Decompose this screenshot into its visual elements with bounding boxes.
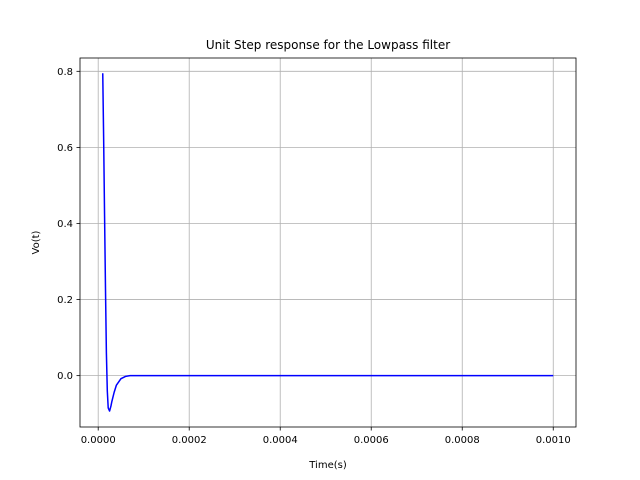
y-tick-label: 0.4 [57,219,73,230]
y-axis-label: Vo(t) [31,230,42,254]
series-line [102,73,554,412]
y-tick-label: 0.0 [57,371,73,382]
chart-title: Unit Step response for the Lowpass filte… [206,38,450,52]
x-tick-label: 0.0008 [445,435,480,446]
series-layer [102,73,554,412]
x-tick-label: 0.0010 [536,435,571,446]
y-tick-label: 0.6 [57,143,73,154]
plot-frame [79,57,577,428]
y-tick-label: 0.2 [57,295,73,306]
x-tick-label: 0.0000 [81,435,116,446]
x-axis-label: Time(s) [308,460,347,471]
y-tick-label: 0.8 [57,67,73,78]
ticks: 0.0000 0.0002 0.0004 0.0006 0.0008 0.0010 0.0 0… [57,67,571,446]
x-tick-label: 0.0002 [172,435,207,446]
x-tick-label: 0.0004 [263,435,298,446]
x-tick-label: 0.0006 [354,435,389,446]
